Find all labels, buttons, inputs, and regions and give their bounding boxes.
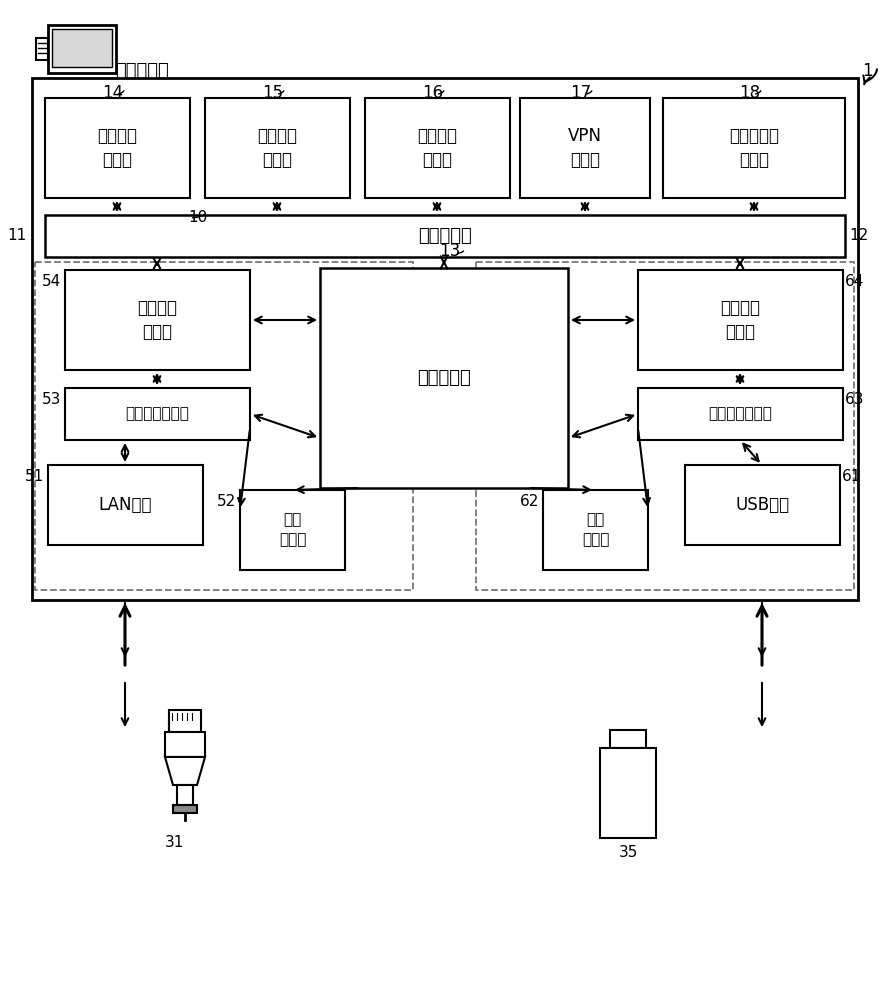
Bar [240, 490, 345, 570]
Bar [65, 388, 250, 440]
Text: USB接口: USB接口 [735, 496, 789, 514]
Text: 54: 54 [42, 274, 61, 289]
Text: 14: 14 [102, 84, 123, 102]
Text: 第一连接控制部: 第一连接控制部 [125, 406, 189, 422]
Bar [610, 730, 646, 748]
Bar [48, 465, 203, 545]
Bar [177, 785, 193, 805]
Text: 63: 63 [845, 392, 864, 407]
Text: 第一
检测部: 第一 检测部 [279, 513, 306, 547]
Text: 整体控制部: 整体控制部 [418, 227, 472, 245]
Text: 52: 52 [217, 494, 236, 509]
Bar [600, 748, 656, 838]
Text: 31: 31 [165, 835, 184, 850]
Text: 16: 16 [422, 84, 443, 102]
Text: 1: 1 [862, 62, 873, 80]
Text: 15: 15 [262, 84, 283, 102]
Text: 第二连接控制部: 第二连接控制部 [709, 406, 773, 422]
Text: 51: 51 [25, 469, 44, 484]
Bar [476, 262, 854, 590]
Bar [205, 98, 350, 198]
Text: 选择指示
存储部: 选择指示 存储部 [258, 127, 298, 169]
Bar [173, 805, 197, 813]
Bar [45, 215, 845, 257]
Text: 第二协议
限制部: 第二协议 限制部 [720, 299, 760, 341]
Text: 11: 11 [8, 229, 27, 243]
Text: 排他控制部: 排他控制部 [417, 369, 471, 387]
Bar [638, 270, 843, 370]
Bar [36, 38, 48, 60]
Text: 53: 53 [42, 392, 61, 407]
Text: 中继服务器: 中继服务器 [115, 62, 169, 80]
Text: 第一协议
限制部: 第一协议 限制部 [138, 299, 178, 341]
Polygon shape [165, 757, 205, 785]
Bar [638, 388, 843, 440]
Text: 10: 10 [188, 210, 207, 225]
Bar [520, 98, 650, 198]
Text: 64: 64 [845, 274, 864, 289]
Text: 选择指示
接收部: 选择指示 接收部 [98, 127, 138, 169]
Bar [663, 98, 845, 198]
Text: 18: 18 [739, 84, 760, 102]
Text: 17: 17 [570, 84, 591, 102]
Text: 62: 62 [520, 494, 539, 509]
Bar [52, 29, 112, 67]
Text: 12: 12 [849, 229, 869, 243]
Bar [365, 98, 510, 198]
Text: 第二
检测部: 第二 检测部 [581, 513, 609, 547]
Bar [35, 262, 413, 590]
Bar [32, 78, 858, 600]
Bar [48, 25, 116, 73]
Text: 通信卡信息
存储部: 通信卡信息 存储部 [729, 127, 779, 169]
Bar [45, 98, 190, 198]
Text: 13: 13 [439, 242, 461, 260]
Bar [685, 465, 840, 545]
Text: 连接信息
存储部: 连接信息 存储部 [418, 127, 458, 169]
Text: 35: 35 [619, 845, 637, 860]
Text: LAN接口: LAN接口 [99, 496, 152, 514]
Bar [65, 270, 250, 370]
Bar [320, 268, 568, 488]
Text: 61: 61 [842, 469, 861, 484]
Bar [169, 710, 201, 732]
Bar [165, 732, 205, 757]
Text: VPN
控制部: VPN 控制部 [568, 127, 602, 169]
Bar [543, 490, 648, 570]
